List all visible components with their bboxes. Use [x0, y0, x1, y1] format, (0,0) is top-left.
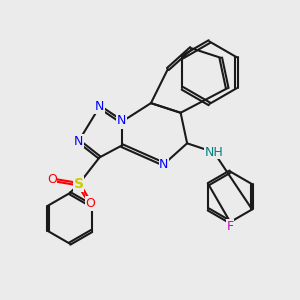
Text: N: N: [159, 158, 169, 171]
Text: N: N: [117, 115, 127, 128]
Text: O: O: [47, 173, 57, 186]
Text: NH: NH: [205, 146, 223, 159]
Text: F: F: [226, 220, 234, 233]
Text: N: N: [74, 135, 83, 148]
Text: N: N: [95, 100, 104, 113]
Text: N: N: [117, 114, 127, 127]
Text: O: O: [85, 197, 95, 210]
Text: S: S: [74, 177, 84, 191]
